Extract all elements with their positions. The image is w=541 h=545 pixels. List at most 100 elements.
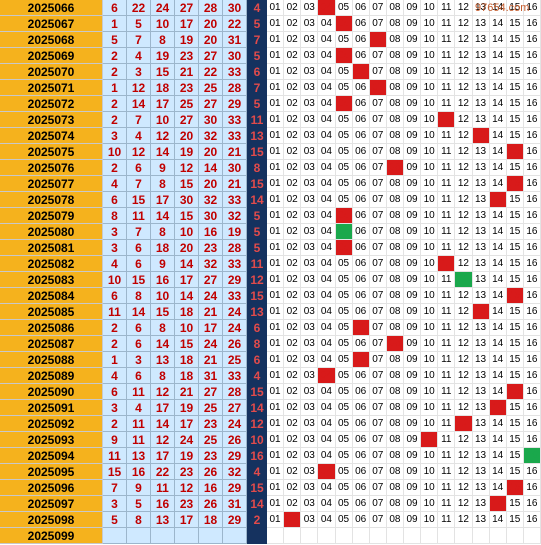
blue-ball-cell: 5 <box>247 16 267 32</box>
red-ball-cell: 26 <box>199 464 223 480</box>
trend-cell: 02 <box>284 112 302 128</box>
trend-cell: 04 <box>318 224 336 240</box>
red-ball-cell: 30 <box>199 112 223 128</box>
blue-ball-cell: 12 <box>247 416 267 432</box>
red-ball-cell: 15 <box>127 192 151 208</box>
trend-cell: 01 <box>267 464 285 480</box>
red-ball-cell: 7 <box>103 480 127 496</box>
trend-cell: 15 <box>506 192 524 208</box>
trend-cell: 11 <box>438 32 456 48</box>
issue-number: 2025083 <box>0 272 103 288</box>
red-ball-cell: 24 <box>151 0 175 16</box>
red-ball-cell: 20 <box>175 128 199 144</box>
trend-cell: 03 <box>301 480 319 496</box>
trend-cell: 13 <box>472 288 490 304</box>
trend-cell: 05 <box>335 128 353 144</box>
trend-cell: 16 <box>523 64 541 80</box>
trend-cell: 09 <box>404 512 422 528</box>
red-ball-cell: 4 <box>127 128 151 144</box>
issue-number: 2025067 <box>0 16 103 32</box>
red-ball-cell: 27 <box>199 96 223 112</box>
red-ball-cell: 2 <box>103 96 127 112</box>
trend-cell: 12 <box>455 128 473 144</box>
blue-ball-cell: 15 <box>247 384 267 400</box>
trend-cell: 13 <box>472 0 490 16</box>
issue-number: 2025070 <box>0 64 103 80</box>
table-row: 2025068 5 7 8 19 20 31 7 01 02 03 04 05 06 07 08 09 10 11 1… <box>0 32 541 48</box>
blue-ball-cell: 14 <box>247 496 267 512</box>
trend-cell: 10 <box>421 272 439 288</box>
red-ball-cell: 9 <box>103 432 127 448</box>
trend-cell: 02 <box>284 320 302 336</box>
red-ball-cell: 9 <box>127 480 151 496</box>
red-ball-cell: 8 <box>151 224 175 240</box>
trend-cell: 15 <box>506 336 524 352</box>
trend-cell: 06 <box>352 400 370 416</box>
trend-cell <box>472 528 490 544</box>
trend-cell: 03 <box>301 112 319 128</box>
red-ball-cell: 29 <box>223 96 247 112</box>
trend-cell: 04 <box>318 96 336 112</box>
trend-cell: 09 <box>404 256 422 272</box>
trend-cell: 06 <box>352 176 370 192</box>
trend-cell: 04 <box>318 432 336 448</box>
trend-cell: 11 <box>438 224 456 240</box>
trend-cell: 16 <box>523 192 541 208</box>
trend-cell: 13 <box>472 128 490 144</box>
red-ball-cell: 21 <box>175 64 199 80</box>
trend-cell: 02 <box>284 464 302 480</box>
trend-cell: 14 <box>489 256 507 272</box>
trend-cell: 13 <box>472 384 490 400</box>
trend-cell: 07 <box>369 496 387 512</box>
trend-cell: 15 <box>506 48 524 64</box>
trend-cell: 10 <box>421 384 439 400</box>
red-ball-cell: 16 <box>199 480 223 496</box>
trend-cell: 01 <box>267 112 285 128</box>
trend-cell: 05 <box>335 432 353 448</box>
trend-cell: 09 <box>404 336 422 352</box>
trend-cell: 16 <box>523 400 541 416</box>
trend-cell: 08 <box>386 352 404 368</box>
red-ball-cell: 11 <box>127 384 151 400</box>
table-row: 2025093 9 11 12 24 25 26 10 01 02 03 04 05 06 07 08 09 10… <box>0 432 541 448</box>
trend-cell: 01 <box>267 448 285 464</box>
trend-cell: 07 <box>369 384 387 400</box>
trend-cell: 14 <box>489 112 507 128</box>
trend-cell: 10 <box>421 480 439 496</box>
trend-cell: 10 <box>421 256 439 272</box>
blue-ball-cell: 5 <box>247 208 267 224</box>
trend-cell: 08 <box>386 32 404 48</box>
trend-cell <box>438 528 456 544</box>
red-ball-cell: 24 <box>223 416 247 432</box>
trend-cell: 14 <box>489 208 507 224</box>
trend-cell: 07 <box>369 320 387 336</box>
red-ball-cell: 6 <box>127 336 151 352</box>
red-ball-cell: 33 <box>223 256 247 272</box>
trend-cell: 07 <box>369 448 387 464</box>
trend-cell: 11 <box>438 128 456 144</box>
trend-cell: 09 <box>404 80 422 96</box>
trend-cell: 05 <box>335 16 353 32</box>
trend-cell: 03 <box>301 400 319 416</box>
trend-cell: 08 <box>386 48 404 64</box>
trend-cell: 02 <box>284 272 302 288</box>
trend-cell: 16 <box>523 80 541 96</box>
red-ball-cell: 17 <box>175 512 199 528</box>
red-ball-cell: 25 <box>199 400 223 416</box>
trend-cell: 08 <box>386 64 404 80</box>
trend-cell: 10 <box>421 464 439 480</box>
trend-cell: 15 <box>506 256 524 272</box>
trend-cell: 14 <box>489 288 507 304</box>
trend-cell: 03 <box>301 16 319 32</box>
trend-cell: 14 <box>489 464 507 480</box>
trend-cell: 06 <box>352 48 370 64</box>
trend-cell: 10 <box>421 48 439 64</box>
trend-cell: 06 <box>352 288 370 304</box>
trend-cell: 08 <box>386 240 404 256</box>
trend-cell: 07 <box>369 336 387 352</box>
table-row: 2025096 7 9 11 12 16 29 15 01 02 03 04 05 06 07 08 09 10 1… <box>0 480 541 496</box>
trend-cell: 12 <box>455 464 473 480</box>
red-ball-cell <box>103 528 127 544</box>
trend-cell: 14 <box>489 416 507 432</box>
trend-cell: 09 <box>404 112 422 128</box>
